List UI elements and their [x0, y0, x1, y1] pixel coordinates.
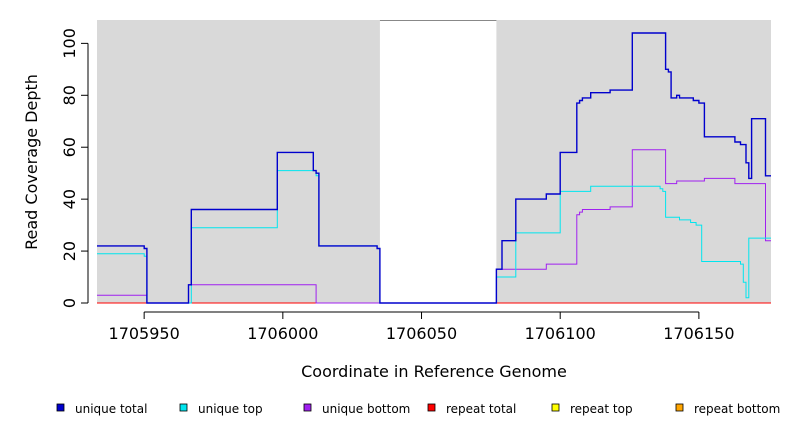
x-axis-ticks: 1705950 1706000 1706050 1706100 1706150: [109, 312, 735, 343]
x-tick-label: 1706150: [663, 324, 734, 343]
y-axis-title: Read Coverage Depth: [22, 74, 41, 250]
plot-background: [97, 20, 771, 303]
legend-label-repeat-top: repeat top: [570, 402, 633, 416]
legend-label-repeat-total: repeat total: [446, 402, 516, 416]
legend-swatch-repeat-top: [551, 403, 560, 412]
legend-swatch-unique-total: [56, 403, 65, 412]
legend-swatch-unique-bottom: [303, 403, 312, 412]
gap-region: [379, 20, 497, 303]
y-tick-label: 0: [60, 298, 79, 308]
x-tick-label: 1706000: [247, 324, 318, 343]
legend-label-unique-total: unique total: [75, 402, 147, 416]
series-layer: [97, 32, 771, 304]
y-axis-ticks: 0 20 40 60 80 100: [60, 28, 88, 308]
y-tick-label: 100: [60, 28, 79, 59]
legend-swatch-repeat-total: [427, 403, 436, 412]
x-tick-label: 1705950: [109, 324, 180, 343]
series-unique-bottom-line: [97, 149, 771, 304]
y-tick-label: 80: [60, 85, 79, 105]
legend-label-unique-bottom: unique bottom: [322, 402, 410, 416]
legend-label-repeat-bottom: repeat bottom: [694, 402, 780, 416]
x-tick-label: 1706050: [386, 324, 457, 343]
legend-swatch-unique-top: [179, 403, 188, 412]
y-tick-label: 60: [60, 137, 79, 157]
legend-label-unique-top: unique top: [198, 402, 263, 416]
series-unique-total-line: [97, 32, 771, 304]
x-tick-label: 1706100: [525, 324, 596, 343]
x-axis-title: Coordinate in Reference Genome: [301, 362, 567, 381]
legend: unique total unique top unique bottom repea…: [56, 402, 780, 416]
y-tick-label: 20: [60, 241, 79, 261]
legend-swatch-repeat-bottom: [675, 403, 684, 412]
y-tick-label: 40: [60, 189, 79, 209]
